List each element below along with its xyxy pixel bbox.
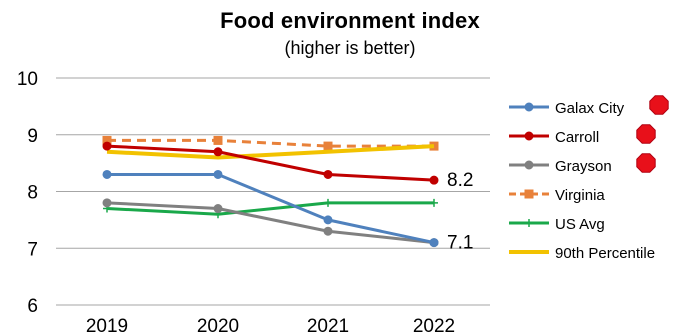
point-marker (525, 103, 533, 111)
point-marker (430, 176, 438, 184)
x-tick-label: 2020 (197, 316, 239, 335)
series-us-avg (103, 199, 438, 218)
point-marker (103, 199, 111, 207)
data-labels: 8.2 7.1 (447, 170, 473, 253)
series-grayson (103, 199, 438, 247)
y-tick-label: 8 (27, 183, 38, 204)
legend-label: Grayson (555, 158, 612, 175)
legend-label: Galax City (555, 100, 625, 117)
point-marker (525, 161, 533, 169)
point-marker (525, 219, 533, 227)
legend-item: Virginia (509, 187, 605, 204)
series-line (107, 140, 434, 146)
legend-item: US Avg (509, 216, 605, 233)
legend-item: Galax City (509, 96, 668, 117)
y-tick-label: 6 (27, 296, 38, 317)
y-axis-ticks: 6 7 8 9 10 (17, 69, 38, 317)
red-octagon-icon (637, 125, 655, 143)
point-marker (430, 199, 438, 207)
point-marker (214, 148, 222, 156)
point-marker (324, 142, 333, 151)
point-marker (324, 199, 332, 207)
legend-label: Carroll (555, 129, 599, 146)
point-marker (103, 142, 111, 150)
legend-label: US Avg (555, 216, 605, 233)
y-tick-label: 10 (17, 69, 38, 90)
y-tick-label: 7 (27, 239, 38, 260)
point-marker (324, 227, 332, 235)
red-octagon-icon (637, 154, 655, 172)
point-marker (324, 216, 332, 224)
point-marker (214, 136, 223, 145)
point-marker (430, 239, 438, 247)
x-axis-ticks: 2019 2020 2021 2022 (86, 316, 455, 335)
legend-item: Grayson (509, 154, 655, 175)
data-label: 8.2 (447, 170, 473, 191)
legend-item: Carroll (509, 125, 655, 146)
legend: Galax City Carroll Grayson Virginia US Avg 90… (509, 96, 668, 262)
x-tick-label: 2022 (413, 316, 455, 335)
point-marker (525, 132, 533, 140)
point-marker (525, 190, 534, 199)
x-tick-label: 2021 (307, 316, 349, 335)
gridlines (56, 78, 490, 305)
point-marker (214, 205, 222, 213)
point-marker (214, 170, 222, 178)
legend-item: 90th Percentile (509, 245, 655, 262)
legend-label: 90th Percentile (555, 245, 655, 262)
x-tick-label: 2019 (86, 316, 128, 335)
y-tick-label: 9 (27, 126, 38, 147)
red-octagon-icon (650, 96, 668, 114)
legend-label: Virginia (555, 187, 605, 204)
point-marker (103, 170, 111, 178)
data-label: 7.1 (447, 233, 473, 254)
point-marker (324, 170, 332, 178)
